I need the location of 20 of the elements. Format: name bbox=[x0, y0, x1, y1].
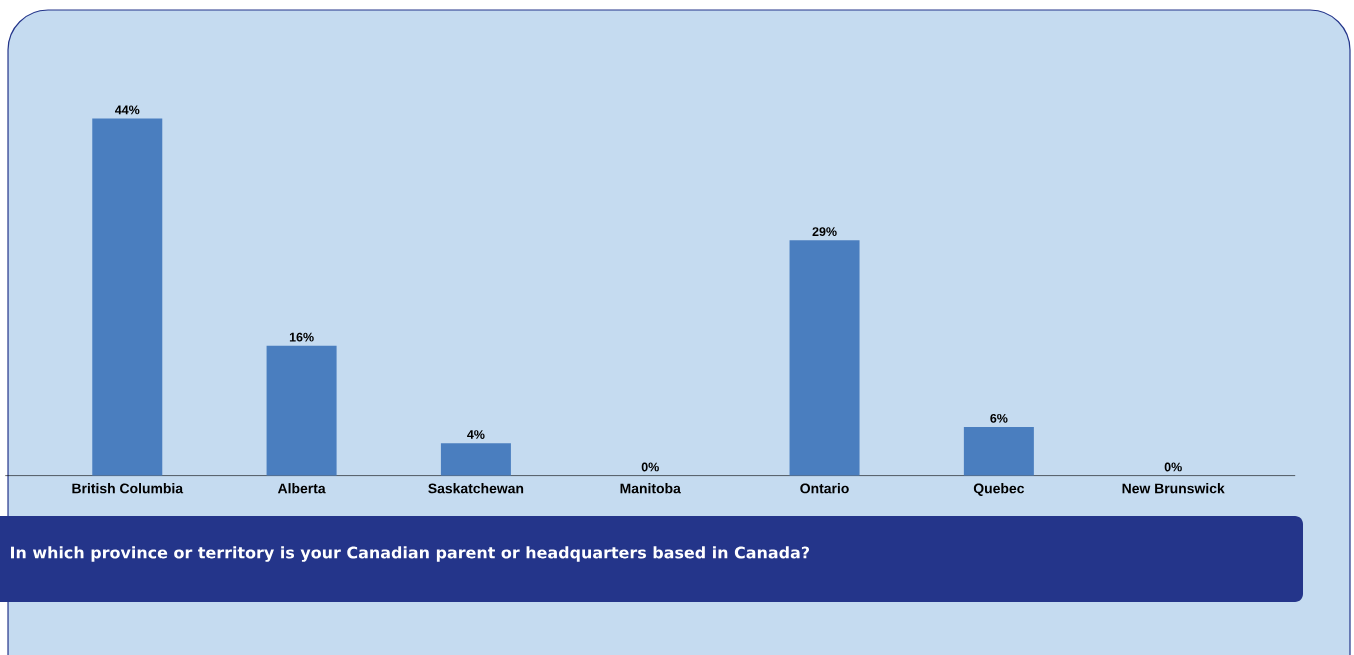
bar bbox=[92, 118, 163, 476]
bar bbox=[789, 240, 860, 476]
bar bbox=[963, 426, 1034, 476]
x-tick-label: Manitoba bbox=[620, 483, 681, 494]
data-label: 44% bbox=[114, 105, 140, 115]
x-tick-label: Alberta bbox=[277, 483, 326, 494]
data-label: 4% bbox=[467, 430, 485, 439]
data-label: 16% bbox=[289, 332, 314, 342]
data-label: 0% bbox=[641, 462, 659, 472]
bar bbox=[266, 345, 337, 476]
text: In which province or territory is your Canadian parent or headquarters based in Canada? bbox=[11, 546, 810, 562]
data-label: 6% bbox=[990, 413, 1008, 423]
x-tick-label: British Columbia bbox=[72, 483, 184, 494]
x-tick-label: Saskatchewan bbox=[428, 483, 524, 494]
x-tick-label: Quebec bbox=[973, 483, 1025, 496]
bar bbox=[440, 443, 511, 476]
data-label: 0% bbox=[1164, 462, 1182, 472]
data-label: 29% bbox=[812, 227, 837, 237]
x-tick-label: Ontario bbox=[800, 483, 849, 494]
x-tick-label: New Brunswick bbox=[1122, 483, 1225, 494]
